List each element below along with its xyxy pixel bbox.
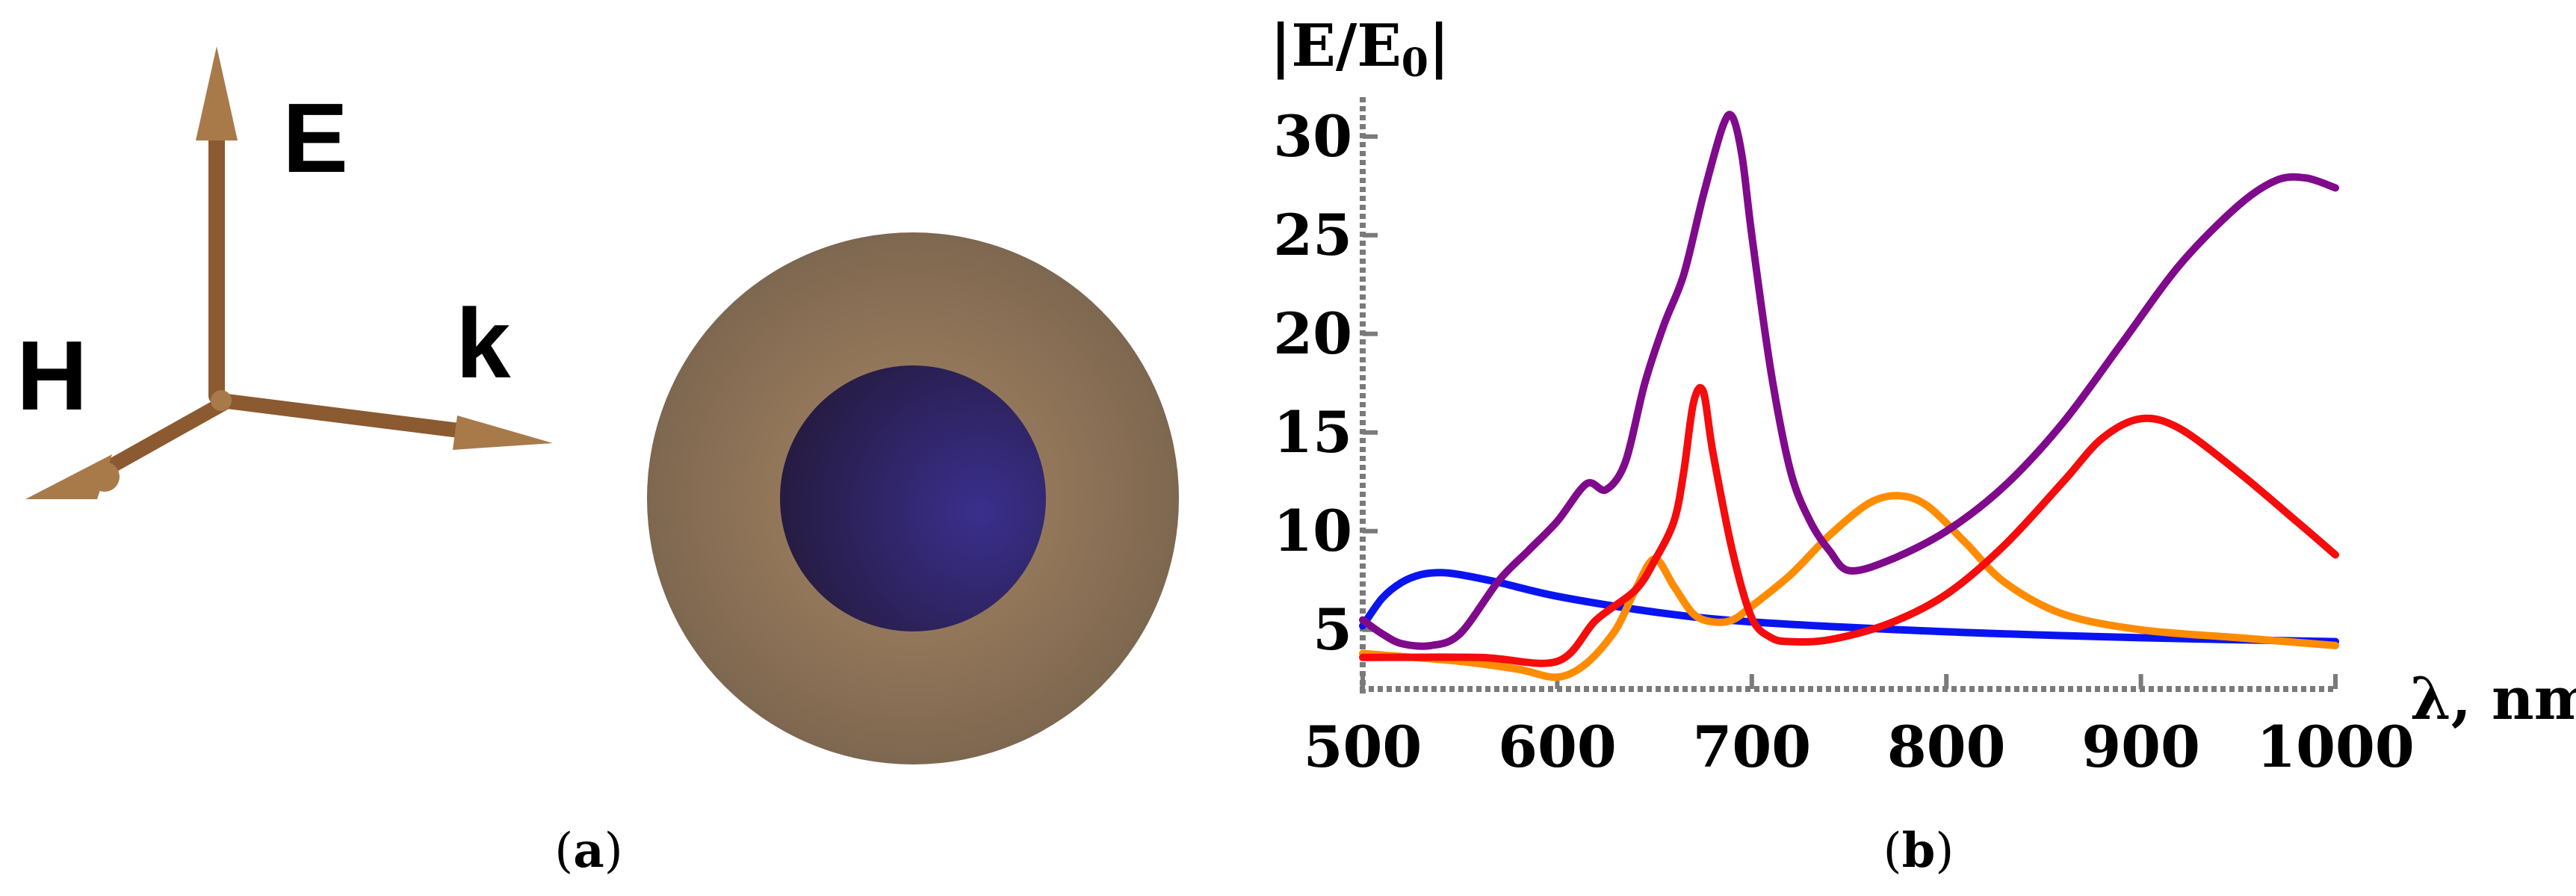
caption-b-letter: b xyxy=(1902,823,1936,879)
nanoparticle-core xyxy=(780,365,1046,631)
caption-a-letter: a xyxy=(573,823,604,879)
chart-ytick-label: 5 xyxy=(1313,596,1352,663)
series-line-blue xyxy=(1359,569,2339,646)
caption-b: (b) xyxy=(1883,823,1954,879)
chart-ytick-label: 25 xyxy=(1273,202,1352,268)
chart-xlabel: λ, nm xyxy=(2410,665,2576,733)
series-line-red xyxy=(1359,383,2339,667)
chart-xtick-label: 700 xyxy=(1692,714,1811,780)
panel-b: 5 10 15 20 25 30 500 600 700 800 900 1000 |E/E0| λ… xyxy=(1270,12,2576,879)
field-axes-triad xyxy=(25,46,553,499)
chart-frame xyxy=(1360,97,2335,693)
chart-ylabel-main: |E/E xyxy=(1270,12,1402,80)
panel-a: E H k (a) xyxy=(16,46,1179,879)
chart-ytick-label: 20 xyxy=(1273,300,1352,367)
chart-ytick-label: 10 xyxy=(1273,498,1352,564)
k-vector-arrow-head xyxy=(453,415,553,450)
chart-xticks: 500 600 700 800 900 1000 xyxy=(1304,674,2415,780)
h-field-label: H xyxy=(16,321,87,430)
chart-yticks: 5 10 15 20 25 30 xyxy=(1273,103,1378,663)
chart-ytick-label: 15 xyxy=(1273,399,1352,466)
e-field-label: E xyxy=(282,83,348,193)
chart-xtick-label: 1000 xyxy=(2256,714,2415,780)
caption-a: (a) xyxy=(554,823,622,879)
chart-xtick-label: 800 xyxy=(1887,714,2006,780)
k-vector-label: k xyxy=(456,288,511,398)
series-line-orange xyxy=(1359,492,2339,682)
chart-ylabel: |E/E0| xyxy=(1270,12,1449,86)
chart-ytick-label: 30 xyxy=(1273,103,1352,170)
chart-xtick-label: 900 xyxy=(2081,714,2200,780)
series-line-purple xyxy=(1359,111,2339,650)
chart-series xyxy=(1359,111,2339,682)
k-vector-arrow-shaft xyxy=(214,393,478,439)
chart-xtick-label: 600 xyxy=(1498,714,1617,780)
chart-xtick-label: 500 xyxy=(1304,714,1422,780)
chart-ylabel-subscript: 0 xyxy=(1402,40,1428,86)
h-field-arrow-head xyxy=(25,454,112,499)
axes-origin xyxy=(211,390,232,411)
e-field-arrow-head xyxy=(196,46,238,140)
h-field-arrow-cap xyxy=(90,462,120,492)
chart-ylabel-close: | xyxy=(1428,12,1449,80)
